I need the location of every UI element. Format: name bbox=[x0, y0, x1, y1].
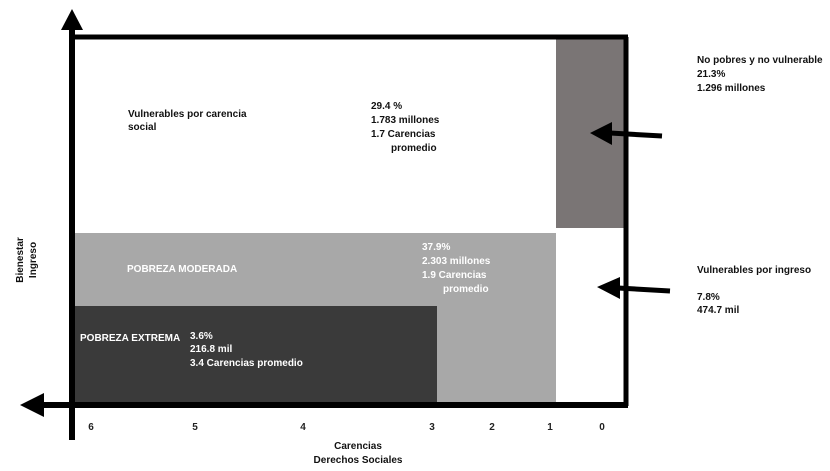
x-tick-4: 4 bbox=[300, 422, 306, 433]
pobreza-extrema-people: 216.8 mil bbox=[190, 344, 232, 355]
x-tick-5: 5 bbox=[192, 422, 198, 433]
x-tick-0: 0 bbox=[599, 422, 605, 433]
no-pobres-name: No pobres y no vulnerable bbox=[697, 55, 823, 66]
pobreza-extrema-carencias: 3.4 Carencias promedio bbox=[190, 358, 303, 369]
vulnerables-ingreso-people: 474.7 mil bbox=[697, 305, 739, 316]
pobreza-extrema-name: POBREZA EXTREMA bbox=[80, 333, 180, 344]
pobreza-moderada-carencias-1: 1.9 Carencias bbox=[422, 270, 487, 281]
no-pobres-people: 1.296 millones bbox=[697, 83, 766, 94]
vulnerables-carencia-pct: 29.4 % bbox=[371, 101, 402, 112]
pobreza-moderada-pct: 37.9% bbox=[422, 242, 450, 253]
x-tick-2: 2 bbox=[489, 422, 495, 433]
x-tick-1: 1 bbox=[547, 422, 553, 433]
y-axis-label-2: Ingreso bbox=[28, 242, 39, 278]
vulnerables-carencia-carencias-1: 1.7 Carencias bbox=[371, 129, 436, 140]
x-tick-3: 3 bbox=[429, 422, 435, 433]
vulnerables-carencia-carencias-2: promedio bbox=[391, 143, 437, 154]
vulnerables-carencia-name-1: Vulnerables por carencia bbox=[128, 109, 247, 120]
x-axis-arrowhead bbox=[20, 393, 44, 417]
arrow-no-pobres-shaft bbox=[609, 130, 663, 139]
x-axis-label-2: Derechos Sociales bbox=[314, 455, 403, 466]
vulnerables-ingreso-pct: 7.8% bbox=[697, 292, 720, 303]
arrow-vulnerables-ingreso-head bbox=[597, 277, 620, 299]
vulnerables-carencia-name-2: social bbox=[128, 122, 157, 133]
y-axis-arrowhead bbox=[61, 9, 83, 30]
no-pobres-pct: 21.3% bbox=[697, 69, 725, 80]
x-axis-label-1: Carencias bbox=[334, 441, 382, 452]
x-tick-6: 6 bbox=[88, 422, 94, 433]
arrow-vulnerables-ingreso-shaft bbox=[617, 285, 671, 294]
pobreza-extrema-region bbox=[74, 306, 437, 404]
pobreza-extrema-pct: 3.6% bbox=[190, 331, 213, 342]
arrow-no-pobres-head bbox=[590, 122, 612, 145]
vulnerables-ingreso-name: Vulnerables por ingreso bbox=[697, 265, 811, 276]
vulnerables-carencia-people: 1.783 millones bbox=[371, 115, 440, 126]
pobreza-moderada-people: 2.303 millones bbox=[422, 256, 491, 267]
pobreza-moderada-carencias-2: promedio bbox=[443, 284, 489, 295]
pobreza-moderada-name: POBREZA MODERADA bbox=[127, 264, 237, 275]
y-axis-label-1: Bienestar bbox=[15, 237, 26, 283]
